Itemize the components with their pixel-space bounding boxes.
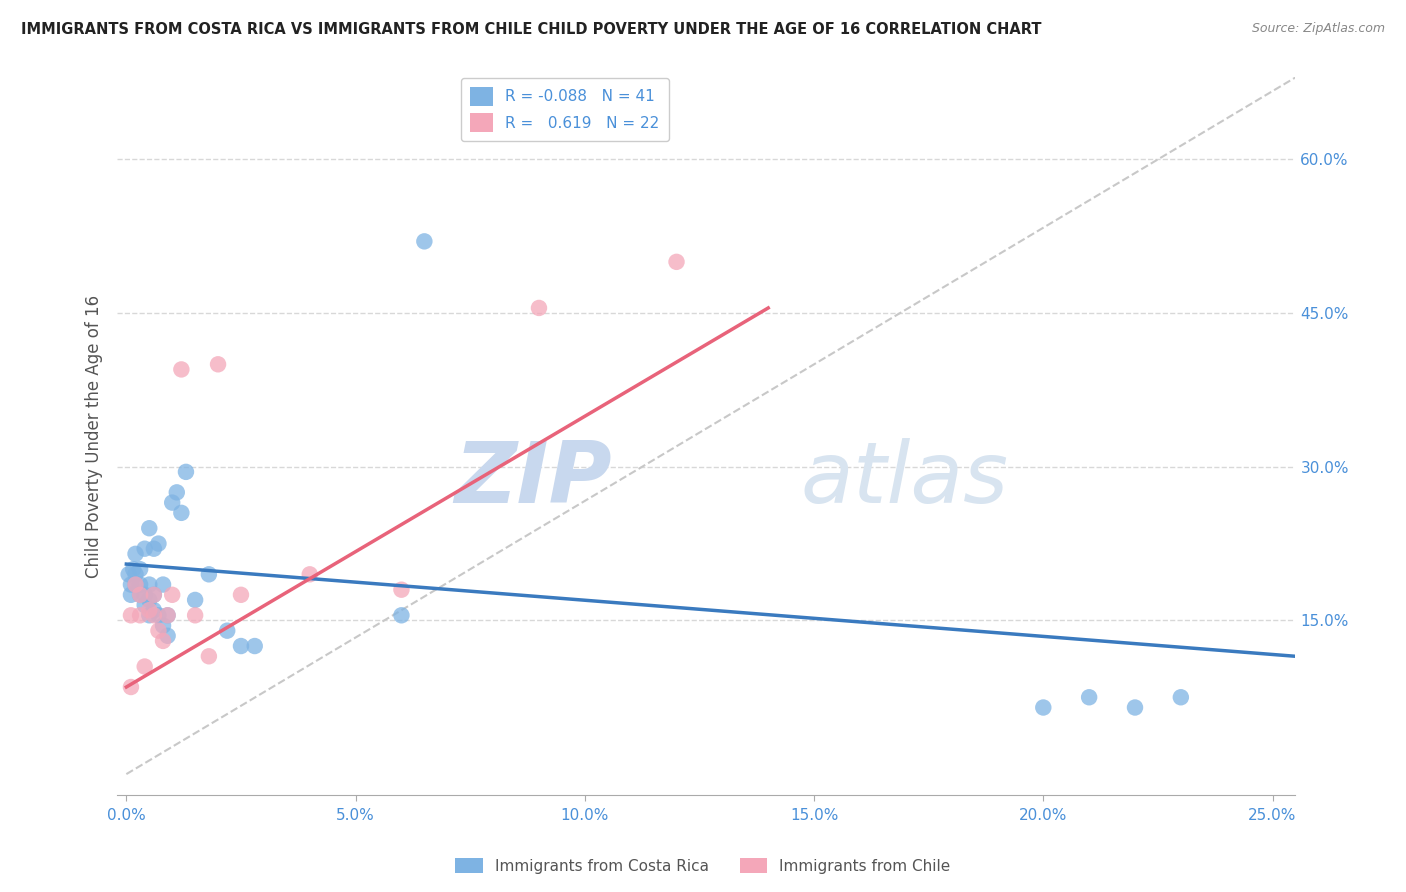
Point	[156, 629, 179, 643]
Point	[138, 521, 160, 535]
Point	[120, 608, 142, 623]
Point	[527, 301, 550, 315]
Point	[129, 588, 152, 602]
Point	[124, 567, 146, 582]
Point	[142, 541, 165, 556]
Text: IMMIGRANTS FROM COSTA RICA VS IMMIGRANTS FROM CHILE CHILD POVERTY UNDER THE AGE : IMMIGRANTS FROM COSTA RICA VS IMMIGRANTS…	[21, 22, 1042, 37]
Point	[184, 593, 207, 607]
Point	[142, 588, 165, 602]
Y-axis label: Child Poverty Under the Age of 16: Child Poverty Under the Age of 16	[86, 294, 103, 578]
Point	[138, 608, 160, 623]
Point	[129, 562, 152, 576]
Point	[217, 624, 239, 638]
Point	[134, 598, 156, 612]
Text: Source: ZipAtlas.com: Source: ZipAtlas.com	[1251, 22, 1385, 36]
Point	[229, 639, 252, 653]
Point	[134, 541, 156, 556]
Point	[1032, 700, 1054, 714]
Point	[160, 495, 183, 509]
Point	[142, 588, 165, 602]
Point	[124, 577, 146, 591]
Point	[156, 608, 179, 623]
Point	[391, 582, 413, 597]
Point	[174, 465, 197, 479]
Point	[120, 680, 142, 694]
Point	[148, 624, 170, 638]
Point	[152, 618, 174, 632]
Point	[198, 567, 221, 582]
Text: ZIP: ZIP	[454, 438, 612, 521]
Point	[184, 608, 207, 623]
Point	[160, 588, 183, 602]
Legend: Immigrants from Costa Rica, Immigrants from Chile: Immigrants from Costa Rica, Immigrants f…	[450, 852, 956, 880]
Point	[134, 659, 156, 673]
Point	[118, 567, 141, 582]
Point	[298, 567, 321, 582]
Point	[152, 577, 174, 591]
Point	[152, 634, 174, 648]
Point	[122, 562, 145, 576]
Point	[129, 588, 152, 602]
Point	[1170, 690, 1192, 705]
Point	[665, 255, 688, 269]
Point	[1123, 700, 1146, 714]
Point	[138, 577, 160, 591]
Point	[198, 649, 221, 664]
Legend: R = -0.088   N = 41, R =   0.619   N = 22: R = -0.088 N = 41, R = 0.619 N = 22	[461, 78, 669, 141]
Point	[243, 639, 266, 653]
Point	[124, 577, 146, 591]
Point	[170, 506, 193, 520]
Point	[156, 608, 179, 623]
Point	[413, 235, 436, 249]
Point	[138, 603, 160, 617]
Point	[142, 603, 165, 617]
Point	[391, 608, 413, 623]
Point	[166, 485, 188, 500]
Point	[124, 547, 146, 561]
Text: atlas: atlas	[800, 438, 1008, 521]
Point	[129, 608, 152, 623]
Point	[207, 357, 229, 371]
Point	[229, 588, 252, 602]
Point	[129, 577, 152, 591]
Point	[170, 362, 193, 376]
Point	[148, 536, 170, 550]
Point	[138, 593, 160, 607]
Point	[134, 588, 156, 602]
Point	[142, 608, 165, 623]
Point	[120, 577, 142, 591]
Point	[1078, 690, 1101, 705]
Point	[148, 608, 170, 623]
Point	[120, 588, 142, 602]
